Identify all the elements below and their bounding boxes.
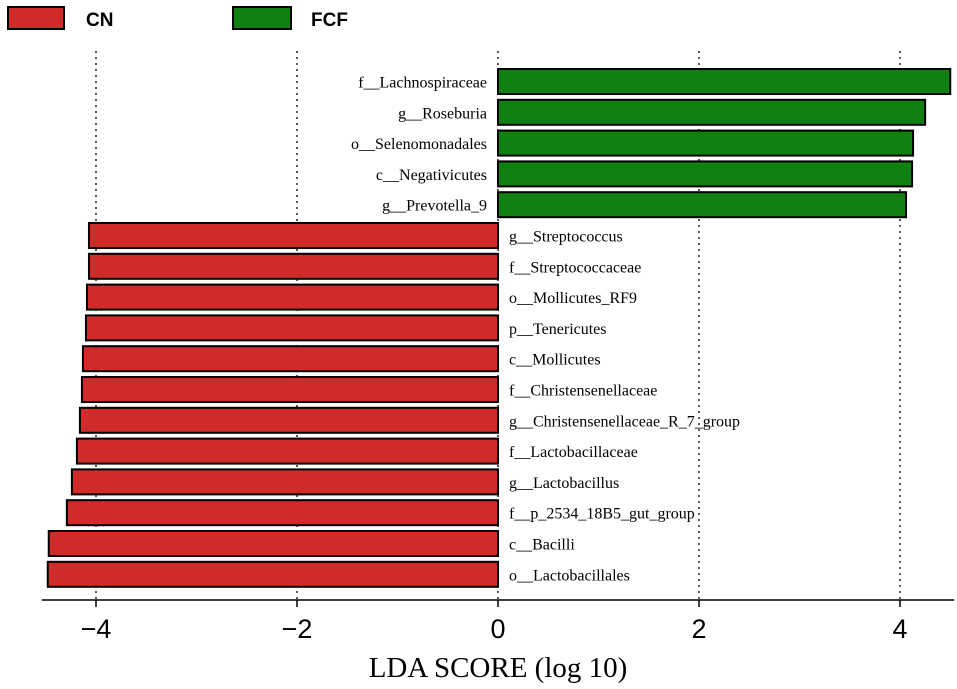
bar-label: g__Prevotella_9 — [382, 198, 487, 215]
bar-g__Streptococcus — [87, 222, 499, 249]
bar-label: p__Tenericutes — [509, 321, 607, 338]
bar-label: c__Bacilli — [509, 537, 575, 554]
x-tick-label: −2 — [282, 614, 313, 644]
bar-f__p_2534_18B5_gut_group — [65, 499, 499, 527]
bar-label: f__Lachnospiraceae — [358, 75, 487, 92]
bar-label: g__Roseburia — [398, 105, 487, 122]
bar-o__Selenomonadales — [497, 129, 915, 157]
bar-g__Christensenellaceae_R_7_group — [78, 406, 499, 434]
legend-swatch-fcf — [232, 6, 292, 30]
bar-g__Prevotella_9 — [497, 191, 908, 219]
bar-label: g__Streptococcus — [509, 229, 623, 246]
bar-c__Bacilli — [47, 530, 499, 557]
x-tick-label: 2 — [691, 614, 706, 644]
legend-label-cn: CN — [86, 10, 113, 31]
bars — [46, 68, 952, 588]
legend-label-fcf: FCF — [311, 10, 348, 31]
bar-label: g__Lactobacillus — [509, 475, 619, 492]
bar-c__Negativicutes — [497, 160, 914, 188]
legend: CN FCF — [7, 6, 348, 31]
bar-f__Streptococcaceae — [87, 252, 499, 280]
bar-o__Lactobacillales — [46, 560, 499, 588]
bar-f__Christensenellaceae — [80, 376, 500, 403]
bar-label: f__Christensenellaceae — [509, 383, 657, 400]
bar-f__Lactobacillaceae — [75, 437, 499, 465]
x-tick-label: 0 — [490, 614, 505, 644]
legend-swatch-cn — [7, 6, 65, 30]
bar-label: f__Lactobacillaceae — [509, 444, 638, 461]
bar-label: o__Lactobacillales — [509, 567, 630, 584]
bar-labels: f__Lachnospiraceae g__Roseburia o__Selenom… — [351, 75, 740, 585]
bar-label: f__p_2534_18B5_gut_group — [509, 506, 695, 523]
bar-label: c__Negativicutes — [376, 167, 487, 184]
bar-f__Lachnospiraceae — [497, 68, 952, 95]
x-axis: −4 −2 0 2 4 — [41, 599, 955, 644]
bar-label: o__Selenomonadales — [351, 136, 487, 153]
bar-label: o__Mollicutes_RF9 — [509, 290, 637, 307]
x-tick-label: −4 — [81, 614, 112, 644]
x-tick-label: 4 — [892, 614, 907, 644]
x-axis-title: LDA SCORE (log 10) — [369, 652, 628, 684]
bar-o__Mollicutes_RF9 — [85, 283, 500, 311]
bar-label: c__Mollicutes — [509, 352, 601, 369]
bar-g__Roseburia — [497, 98, 927, 126]
bar-c__Mollicutes — [81, 345, 499, 373]
bar-label: f__Streptococcaceae — [509, 259, 641, 276]
bar-p__Tenericutes — [84, 314, 499, 342]
bar-label: g__Christensenellaceae_R_7_group — [509, 413, 740, 430]
bar-g__Lactobacillus — [70, 468, 499, 496]
